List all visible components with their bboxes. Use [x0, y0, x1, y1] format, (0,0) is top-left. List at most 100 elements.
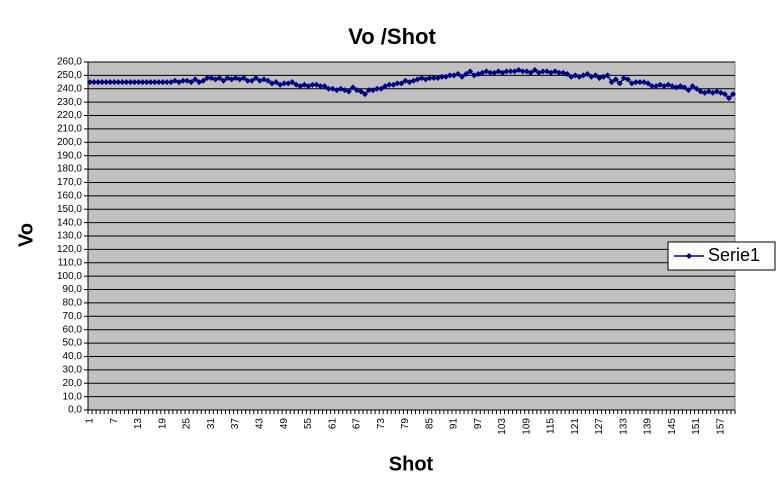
data-marker [103, 79, 110, 86]
y-tick-label: 100,0 [57, 271, 82, 282]
x-tick-label: 139 [643, 418, 654, 435]
x-tick-label: 145 [667, 418, 678, 435]
data-marker [163, 79, 170, 86]
data-marker [188, 79, 195, 86]
data-marker [200, 77, 207, 84]
data-marker [608, 79, 615, 86]
y-tick-label: 180,0 [57, 164, 82, 175]
x-tick-label: 73 [376, 418, 387, 430]
x-tick-label: 31 [206, 418, 217, 430]
data-marker [729, 91, 736, 98]
data-marker [273, 79, 280, 86]
data-marker [115, 79, 122, 86]
x-axis-label: Shot [389, 453, 434, 475]
data-marker [539, 68, 546, 75]
data-marker [345, 88, 352, 95]
data-marker [394, 80, 401, 87]
x-tick-label: 79 [400, 418, 411, 430]
legend-marker [686, 253, 692, 259]
x-tick-label: 55 [303, 418, 314, 430]
y-tick-label: 230,0 [57, 97, 82, 108]
data-marker [321, 83, 328, 90]
y-tick-label: 210,0 [57, 124, 82, 135]
data-marker [107, 79, 114, 86]
x-tick-label: 19 [157, 418, 168, 430]
data-marker [685, 87, 692, 94]
y-tick-label: 240,0 [57, 83, 82, 94]
y-tick-label: 40,0 [63, 351, 83, 362]
y-tick-label: 20,0 [63, 378, 83, 389]
x-tick-label: 121 [570, 418, 581, 435]
data-marker [248, 77, 255, 84]
data-marker [366, 87, 373, 94]
data-marker [632, 79, 639, 86]
x-tick-label: 43 [255, 418, 266, 430]
data-marker [143, 79, 150, 86]
data-marker [317, 83, 324, 90]
data-marker [438, 73, 445, 80]
x-tick-label: 97 [473, 418, 484, 430]
data-marker [584, 71, 591, 78]
data-marker [681, 84, 688, 91]
data-marker [123, 79, 130, 86]
data-marker [430, 75, 437, 82]
x-tick-label: 85 [424, 418, 435, 430]
data-marker [204, 75, 211, 82]
x-tick-label: 109 [521, 418, 532, 435]
x-tick-label: 37 [230, 418, 241, 430]
x-tick-label: 1 [85, 418, 96, 424]
x-tick-label: 7 [109, 418, 120, 424]
data-marker [131, 79, 138, 86]
data-marker [139, 79, 146, 86]
x-tick-label: 67 [352, 418, 363, 430]
y-tick-label: 0,0 [68, 405, 82, 416]
data-marker [309, 81, 316, 88]
data-marker [459, 73, 466, 80]
data-marker [252, 75, 259, 82]
data-marker [119, 79, 126, 86]
data-marker [244, 77, 251, 84]
y-tick-label: 50,0 [63, 338, 83, 349]
data-marker [220, 77, 227, 84]
data-marker [281, 80, 288, 87]
data-marker [264, 77, 271, 84]
data-marker [592, 72, 599, 79]
x-tick-label: 103 [497, 418, 508, 435]
x-tick-label: 49 [279, 418, 290, 430]
data-marker [725, 95, 732, 102]
data-marker [616, 80, 623, 87]
data-marker [467, 68, 474, 75]
data-marker [689, 83, 696, 90]
y-tick-label: 120,0 [57, 244, 82, 255]
data-marker [180, 77, 187, 84]
data-marker [192, 76, 199, 83]
data-marker [111, 79, 118, 86]
y-tick-label: 140,0 [57, 217, 82, 228]
chart-title: Vo /Shot [348, 24, 436, 49]
data-marker [147, 79, 154, 86]
data-marker [531, 67, 538, 74]
data-marker [503, 68, 510, 75]
y-tick-label: 80,0 [63, 298, 83, 309]
data-marker [487, 69, 494, 76]
data-marker [446, 72, 453, 79]
data-marker [507, 68, 514, 75]
data-marker [91, 79, 98, 86]
data-marker [378, 85, 385, 92]
data-marker [604, 72, 611, 79]
data-marker [519, 68, 526, 75]
y-tick-label: 90,0 [63, 284, 83, 295]
data-marker [721, 91, 728, 98]
data-marker [463, 71, 470, 78]
data-marker [612, 76, 619, 83]
data-marker [289, 79, 296, 86]
legend-label: Serie1 [708, 245, 760, 265]
data-marker [693, 85, 700, 92]
y-tick-label: 150,0 [57, 204, 82, 215]
y-tick-label: 130,0 [57, 231, 82, 242]
x-tick-label: 91 [449, 418, 460, 430]
data-marker [87, 79, 94, 86]
y-tick-label: 190,0 [57, 150, 82, 161]
data-marker [240, 75, 247, 82]
